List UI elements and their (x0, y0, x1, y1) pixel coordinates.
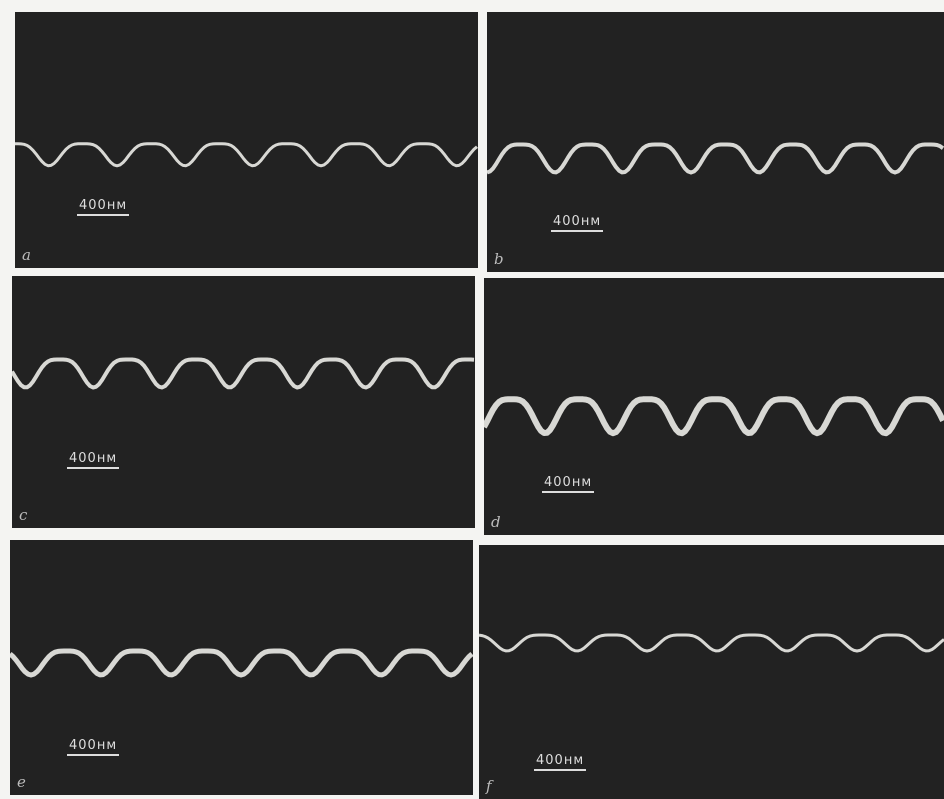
grating-profile (10, 651, 472, 675)
panel-label: f (486, 777, 492, 795)
figure: 400нмa400нмb400нмc400нмd400нмe400нмf {"p… (0, 0, 944, 799)
scale-bar: 400нм (67, 451, 119, 469)
panel-label: b (494, 250, 504, 268)
micrograph-panel: 400нм a (15, 12, 478, 268)
micrograph-panel: 400нм d (484, 278, 944, 535)
scale-bar: 400нм (542, 475, 594, 493)
panel-label: c (19, 506, 27, 524)
micrograph-panel: 400нм c (12, 276, 475, 528)
micrograph-image (15, 12, 478, 268)
micrograph-image (10, 540, 473, 795)
grating-profile (15, 144, 477, 166)
micrograph-image (484, 278, 944, 535)
micrograph-image (487, 12, 944, 272)
panel-label: e (17, 773, 26, 791)
scale-bar: 400нм (551, 214, 603, 232)
scale-bar: 400нм (77, 198, 129, 216)
panel-label: a (22, 246, 31, 264)
panel-label: d (491, 513, 501, 531)
micrograph-image (12, 276, 475, 528)
micrograph-panel: 400нм e (10, 540, 473, 795)
scale-bar: 400нм (67, 738, 119, 756)
grating-profile (484, 399, 943, 433)
grating-profile (479, 635, 944, 651)
scale-bar: 400нм (534, 753, 586, 771)
grating-profile (12, 360, 474, 388)
micrograph-panel: 400нм b (487, 12, 944, 272)
micrograph-panel: 400нм f (479, 545, 944, 799)
grating-profile (487, 145, 943, 173)
